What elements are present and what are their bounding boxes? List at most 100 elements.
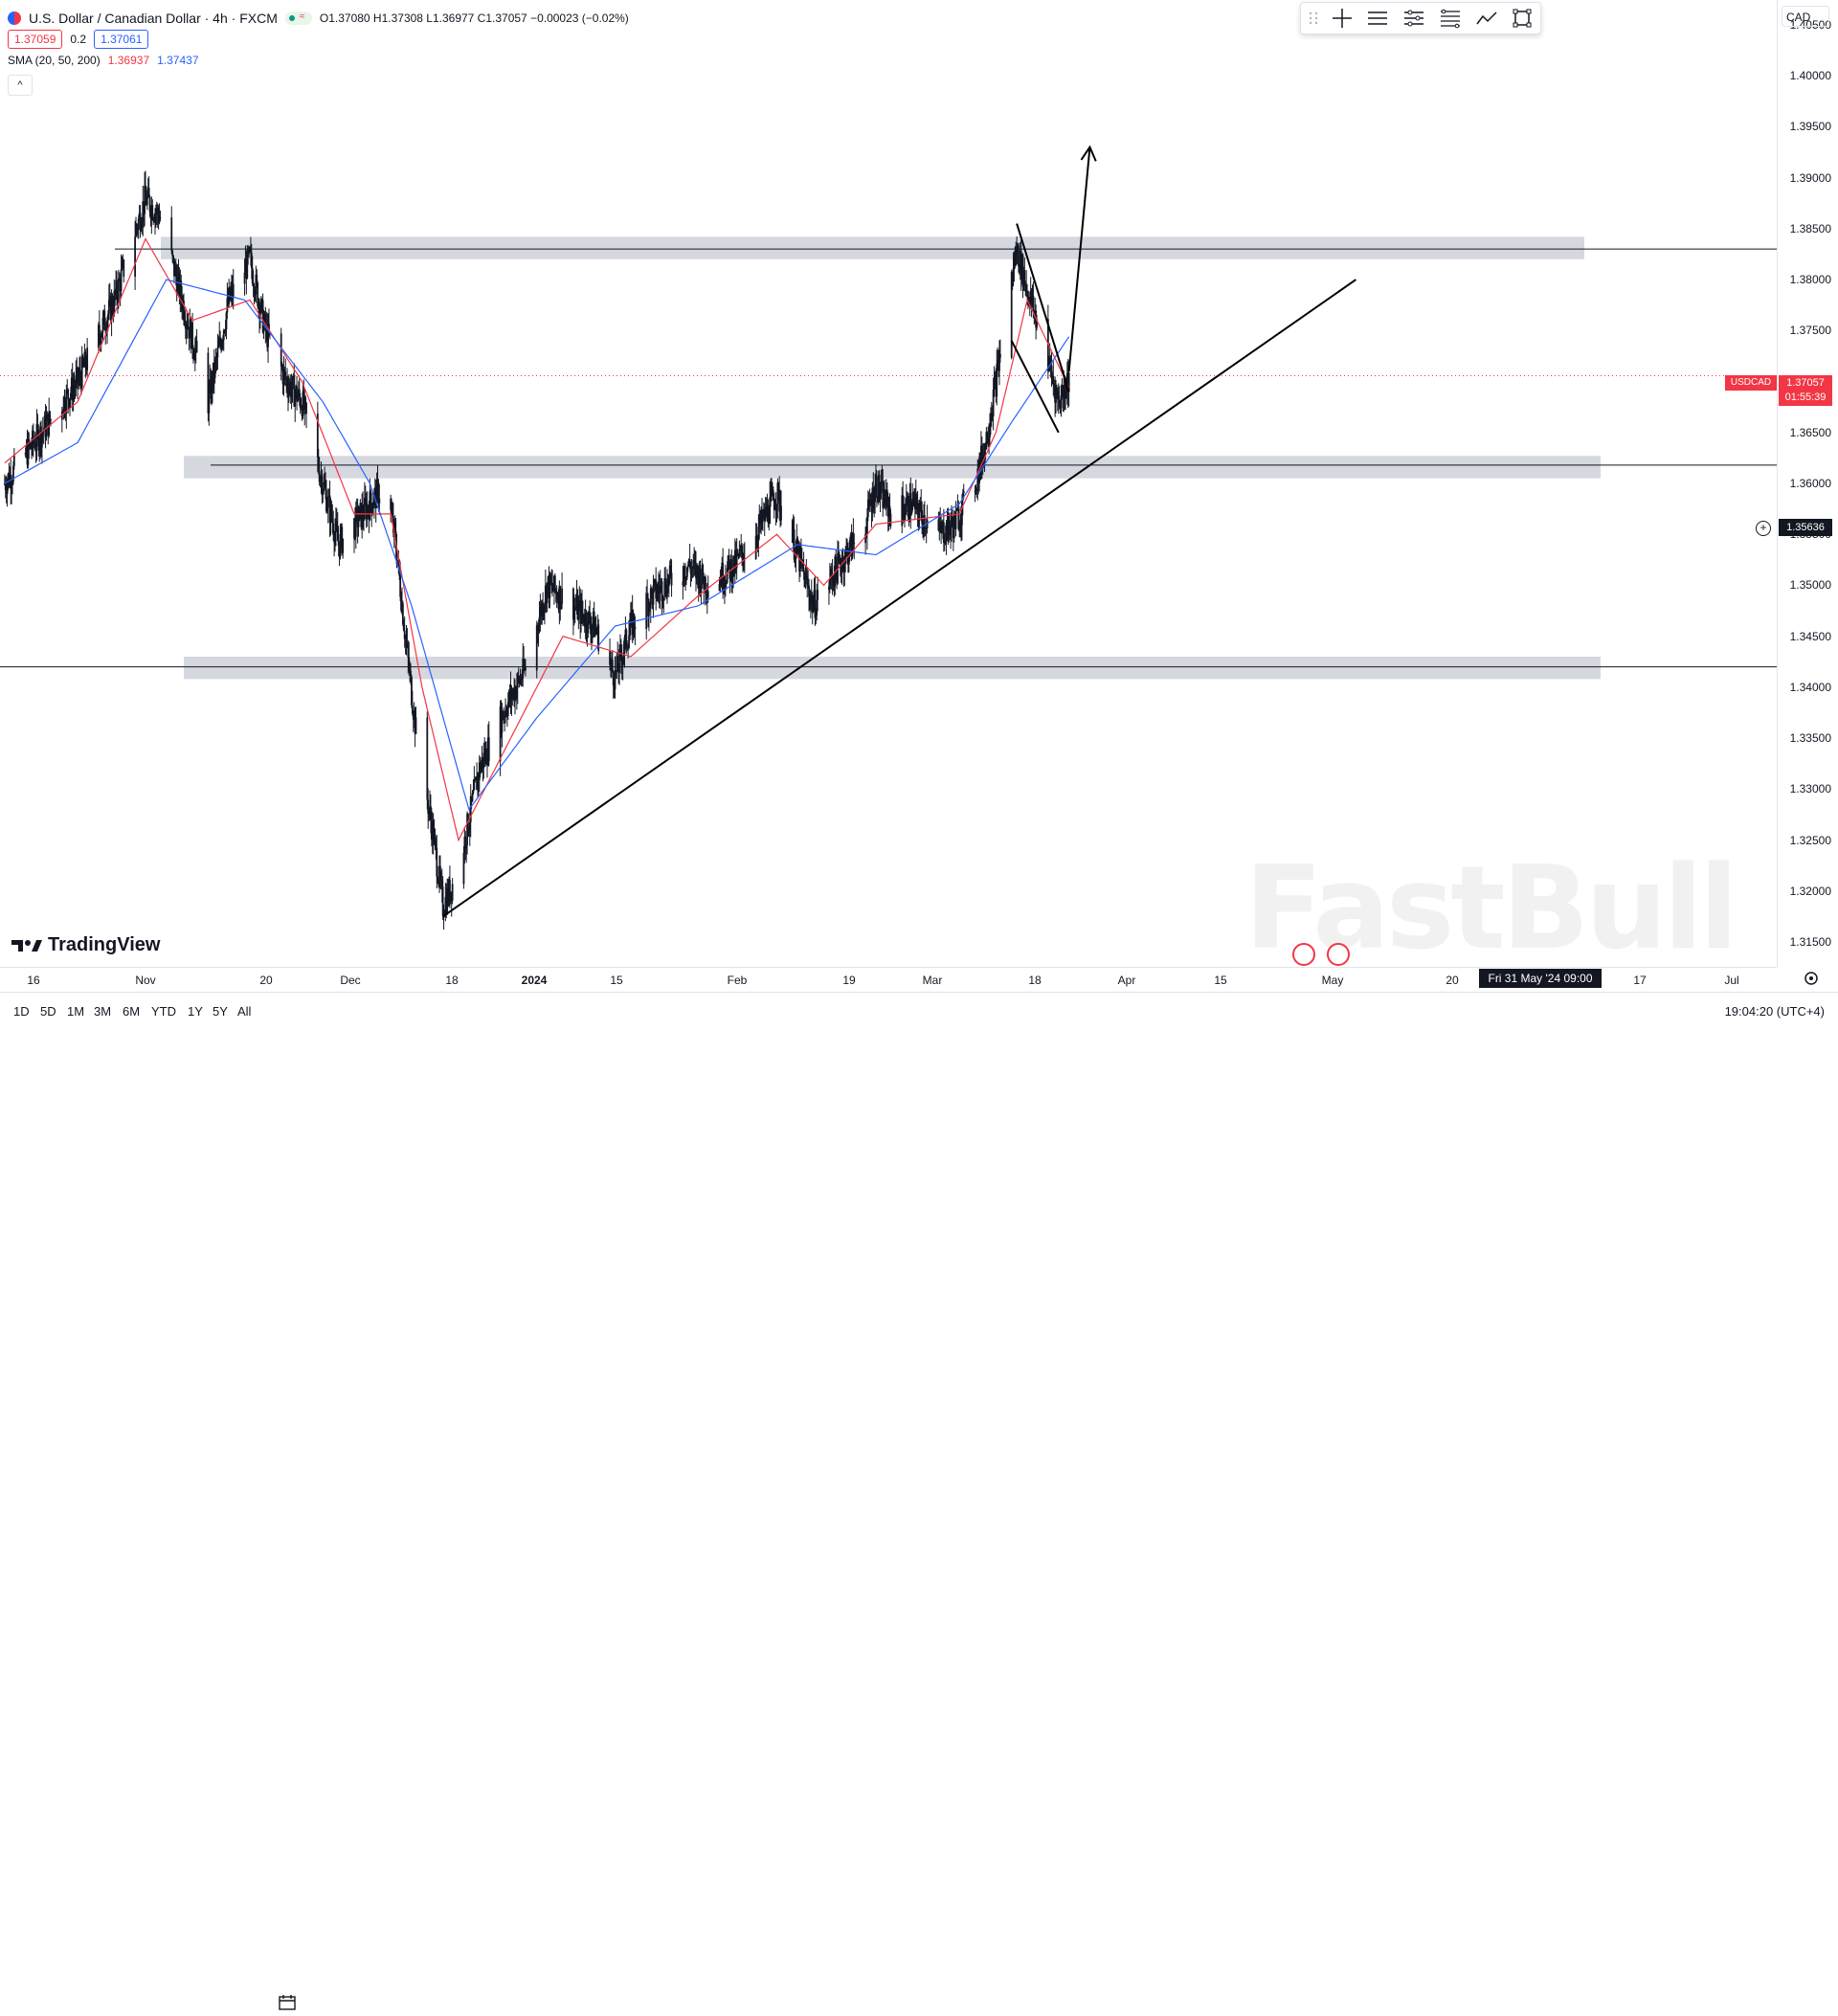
fib-icon[interactable]: [1439, 7, 1462, 30]
candle-body: [409, 670, 412, 672]
candle-body: [262, 320, 265, 332]
bid-price[interactable]: 1.37059: [8, 30, 63, 49]
range-button-6m[interactable]: 6M: [123, 1004, 141, 1019]
candle-body: [792, 529, 795, 543]
currency-selector[interactable]: CAD: [1782, 6, 1829, 27]
candle-body: [908, 516, 910, 521]
candle-body: [610, 660, 613, 664]
candle-body: [838, 553, 840, 560]
candle-body: [484, 748, 487, 761]
horizontal-lines-icon[interactable]: [1366, 7, 1389, 30]
candle-body: [319, 478, 322, 482]
candle-body: [614, 670, 616, 690]
candle-body: [296, 386, 298, 402]
time-tick-label: 15: [1214, 974, 1227, 987]
utc-clock[interactable]: 19:04:20 (UTC+4): [1724, 1004, 1825, 1019]
candle-body: [812, 605, 815, 613]
candle-body: [809, 598, 812, 606]
candle-body: [776, 482, 779, 504]
path-icon[interactable]: [1475, 7, 1498, 30]
candle-body: [702, 565, 705, 581]
range-button-5d[interactable]: 5D: [40, 1004, 56, 1019]
candle-body: [155, 207, 158, 213]
candle-body: [903, 508, 905, 520]
range-button-3m[interactable]: 3M: [94, 1004, 112, 1019]
candle-body: [478, 762, 481, 780]
symbol-title[interactable]: U.S. Dollar / Canadian Dollar · 4h · FXC…: [29, 11, 278, 26]
range-button-1y[interactable]: 1Y: [188, 1004, 203, 1019]
candle-body: [191, 322, 193, 349]
add-alert-icon[interactable]: +: [1756, 521, 1771, 536]
time-tick-label: 20: [259, 974, 273, 987]
ask-price[interactable]: 1.37061: [94, 30, 149, 49]
range-button-1m[interactable]: 1M: [67, 1004, 85, 1019]
rectangle-icon[interactable]: [1512, 7, 1533, 30]
candle-body: [733, 549, 736, 572]
drag-handle-icon[interactable]: [1309, 7, 1318, 30]
candle-body: [584, 612, 587, 627]
candle-body: [842, 557, 845, 572]
sma-value-mid: 1.37437: [157, 54, 199, 67]
tradingview-logo[interactable]: TradingView: [11, 934, 160, 956]
candle-body: [547, 576, 549, 583]
indicator-name[interactable]: SMA (20, 50, 200): [8, 54, 101, 67]
candle-body: [250, 252, 253, 268]
candle-body: [62, 396, 65, 414]
candle-body: [227, 298, 230, 304]
candle-body: [542, 602, 545, 616]
candle-body: [139, 213, 142, 231]
candle-body: [994, 377, 997, 381]
candle-body: [659, 585, 661, 594]
candle-body: [942, 522, 945, 543]
candle-body: [86, 347, 89, 370]
candle-body: [728, 555, 730, 564]
candle-body: [429, 806, 431, 811]
us-event-flag-icon[interactable]: [1292, 943, 1315, 966]
time-tick-label: 17: [1633, 974, 1647, 987]
crosshair-icon[interactable]: [1332, 7, 1353, 30]
candle-body: [330, 504, 333, 519]
candle-body: [136, 227, 139, 230]
channel-icon[interactable]: [1402, 7, 1425, 30]
candle-body: [231, 285, 233, 293]
candle-body: [297, 389, 300, 397]
candle-body: [323, 482, 325, 491]
candle-body: [962, 490, 965, 494]
candle-body: [813, 590, 816, 606]
range-button-ytd[interactable]: YTD: [151, 1004, 176, 1019]
settings-gear-icon[interactable]: [1802, 969, 1821, 988]
candle-body: [658, 585, 660, 590]
candle-body: [906, 495, 908, 501]
range-button-all[interactable]: All: [237, 1004, 252, 1019]
range-button-5y[interactable]: 5Y: [213, 1004, 228, 1019]
candle-body: [669, 565, 672, 573]
candle-body: [544, 585, 547, 604]
price-chart[interactable]: [0, 0, 1777, 967]
market-status-icon[interactable]: ≈: [284, 11, 312, 25]
range-button-1d[interactable]: 1D: [13, 1004, 30, 1019]
candle-body: [191, 322, 193, 349]
price-tick-label: 1.36500: [1789, 425, 1831, 439]
candle-body: [504, 715, 506, 717]
candle-body: [648, 603, 650, 616]
price-tick-label: 1.32500: [1789, 833, 1831, 847]
candle-body: [543, 609, 545, 616]
candle-body: [757, 526, 760, 541]
candle-body: [995, 377, 997, 397]
candle-body: [733, 555, 735, 572]
collapse-legend-button[interactable]: ^: [8, 75, 33, 96]
candle-body: [154, 213, 156, 222]
crosshair-date-tag: Fri 31 May '24 09:00: [1479, 969, 1602, 988]
candle-body: [215, 357, 218, 359]
us-event-flag-icon[interactable]: [1327, 943, 1350, 966]
price-axis[interactable]: 1.40500 1.40000 1.39500 1.39000 1.38500 1.380…: [1777, 0, 1838, 967]
date-range-calendar-icon[interactable]: [278, 1994, 297, 2016]
candle-body: [357, 520, 360, 527]
candle-body: [881, 481, 884, 482]
candle-body: [186, 325, 189, 328]
candle-body: [950, 526, 953, 536]
candle-body: [338, 546, 341, 557]
candle-body: [447, 887, 449, 903]
candle-body: [693, 560, 696, 563]
candle-body: [546, 582, 549, 604]
